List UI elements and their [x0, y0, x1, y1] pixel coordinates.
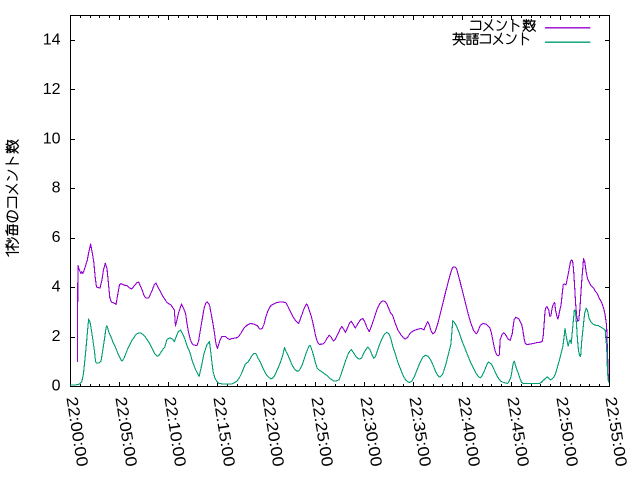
svg-text:8: 8	[52, 180, 61, 197]
svg-text:4: 4	[52, 279, 61, 296]
svg-text:2: 2	[52, 328, 61, 345]
svg-text:0: 0	[52, 378, 61, 395]
svg-text:6: 6	[52, 229, 61, 246]
svg-text:14: 14	[43, 31, 61, 48]
svg-text:10: 10	[43, 130, 61, 147]
svg-text:12: 12	[43, 81, 61, 98]
